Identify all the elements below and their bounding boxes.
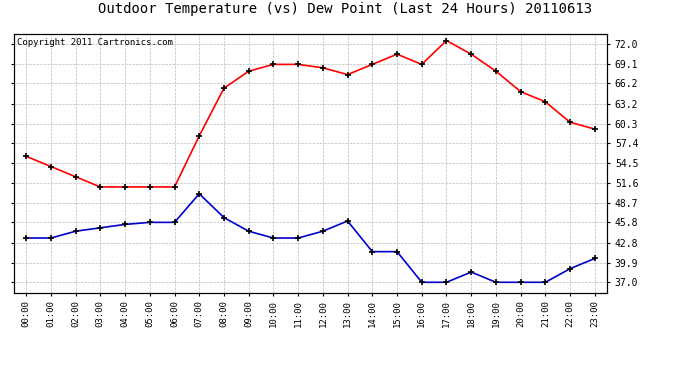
Text: Outdoor Temperature (vs) Dew Point (Last 24 Hours) 20110613: Outdoor Temperature (vs) Dew Point (Last… bbox=[98, 2, 592, 16]
Text: Copyright 2011 Cartronics.com: Copyright 2011 Cartronics.com bbox=[17, 38, 172, 46]
